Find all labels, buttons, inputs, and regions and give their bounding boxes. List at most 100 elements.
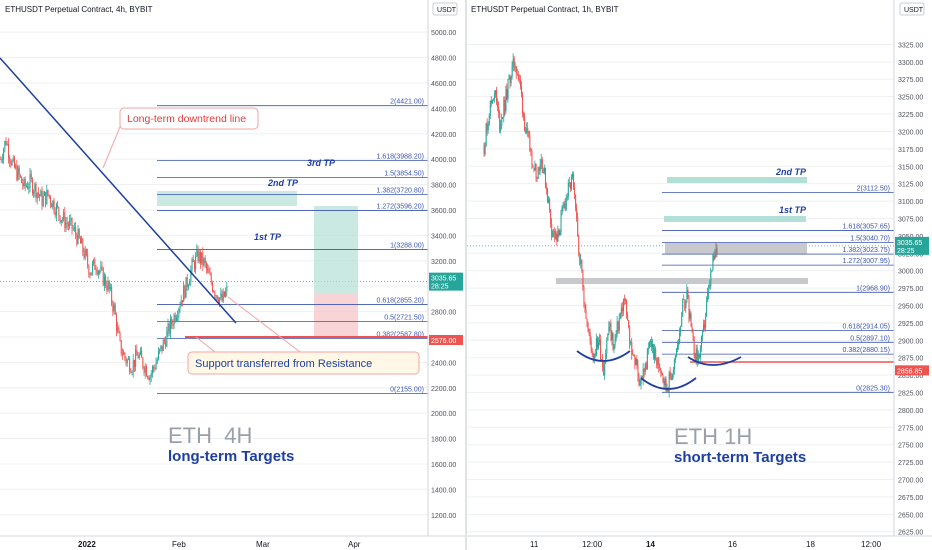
candle-body (715, 248, 717, 254)
candle-body (156, 359, 158, 364)
candle-body (573, 174, 575, 188)
candle-body (535, 164, 537, 178)
y-tick-label: 1800.00 (431, 437, 456, 444)
candle-body (533, 168, 535, 171)
candle-body (688, 296, 690, 319)
candle-body (614, 339, 616, 346)
y-tick-label: 2775.00 (898, 425, 923, 432)
candle-body (510, 76, 512, 84)
candle-body (113, 304, 115, 312)
y-tick-label: 3175.00 (898, 147, 923, 154)
candle-body (515, 66, 517, 74)
candle-body (521, 86, 523, 96)
candle-body (700, 336, 702, 349)
candle-body (656, 360, 658, 365)
candle-body (517, 74, 519, 80)
candle-body (659, 368, 661, 371)
right-currency-box[interactable] (899, 2, 925, 16)
y-tick-label: 2725.00 (898, 460, 923, 467)
left-time-axis[interactable] (0, 537, 428, 550)
candle-body (0, 159, 2, 161)
candle-body (683, 299, 685, 301)
candle-body (167, 323, 169, 332)
y-tick-label: 4600.00 (431, 81, 456, 88)
candle-body (148, 377, 150, 380)
left-price-axis[interactable] (428, 0, 465, 536)
candle-body (42, 195, 44, 206)
left-tp2-label: 2nd TP (267, 178, 299, 188)
candle-body (123, 352, 125, 355)
left-tp3-label: 3rd TP (307, 158, 336, 168)
right-tp1-label: 1st TP (779, 205, 807, 215)
candle-body (489, 100, 491, 116)
candle-body (57, 204, 59, 208)
candle-body (175, 317, 177, 321)
candle-body (106, 286, 108, 291)
candle-body (35, 183, 37, 199)
candle-body (694, 354, 696, 361)
candle-body (548, 199, 550, 202)
candle-body (585, 309, 587, 319)
candle-body (625, 299, 627, 301)
candle-body (642, 368, 644, 380)
y-tick-label: 1600.00 (431, 462, 456, 469)
candle-body (654, 348, 656, 359)
candle-body (646, 348, 648, 370)
candle-body (598, 342, 600, 349)
right-time-axis[interactable] (467, 537, 894, 550)
candle-body (703, 324, 705, 333)
candle-body (144, 366, 146, 373)
candle-body (181, 300, 183, 302)
candle-body (111, 287, 113, 303)
y-tick-label: 2950.00 (898, 303, 923, 310)
y-tick-label: 2700.00 (898, 478, 923, 485)
fib-level-label: 1(2968.90) (856, 285, 890, 292)
y-tick-label: 3100.00 (898, 199, 923, 206)
candle-body (667, 389, 669, 392)
right-bottom-arc-1 (576, 350, 631, 362)
current-price-countdown: 28:25 (897, 248, 915, 255)
candle-body (590, 341, 592, 351)
candle-body (180, 300, 182, 307)
y-tick-label: 2800.00 (898, 408, 923, 415)
candle-body (697, 354, 699, 364)
candle-body (564, 204, 566, 210)
fib-level-label: 1.382(3023.75) (843, 247, 890, 254)
candle-body (118, 327, 120, 334)
candle-body (561, 206, 563, 214)
candle-body (23, 179, 25, 187)
candle-body (173, 315, 175, 326)
candle-body (557, 230, 559, 242)
candle-body (524, 115, 526, 131)
candle-body (109, 287, 111, 290)
candle-body (210, 274, 212, 283)
candle-body (149, 376, 151, 380)
support-callout-box (187, 351, 420, 375)
candle-body (602, 359, 604, 367)
right-price-axis[interactable] (894, 0, 932, 536)
candle-body (640, 376, 642, 384)
candle-body (115, 314, 117, 331)
candle-body (155, 363, 157, 370)
candle-body (73, 227, 75, 229)
candle-body (541, 159, 543, 173)
candle-body (172, 324, 174, 326)
candle-body (536, 177, 538, 179)
candle-body (51, 203, 53, 208)
candle-body (97, 271, 99, 275)
candle-body (630, 342, 632, 344)
candle-body (696, 348, 698, 364)
candle-body (130, 371, 132, 373)
candle-body (677, 345, 679, 349)
candle-body (608, 326, 610, 335)
left-currency-box[interactable] (432, 2, 458, 16)
candle-body (54, 211, 56, 216)
candle-body (638, 376, 640, 386)
candle-body (554, 231, 556, 240)
candle-body (569, 182, 571, 190)
candle-body (591, 350, 593, 353)
candle-body (55, 204, 57, 216)
candle-body (496, 90, 498, 103)
candle-body (131, 372, 133, 374)
candle-body (226, 286, 228, 292)
